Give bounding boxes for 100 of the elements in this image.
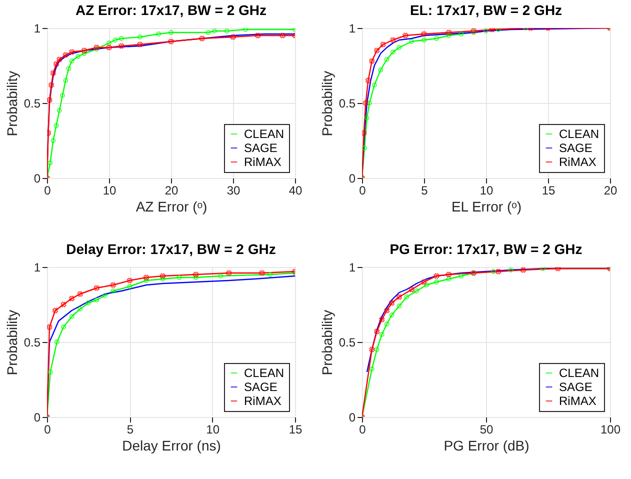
point (388, 300, 395, 306)
point (424, 282, 429, 288)
point (94, 285, 100, 291)
point (168, 30, 174, 35)
point (118, 43, 124, 49)
point (242, 28, 248, 32)
point (422, 38, 426, 42)
x-tick-label: 50 (480, 422, 494, 436)
point (78, 306, 83, 312)
y-tick-label: 0.5 (24, 96, 41, 110)
point (63, 78, 68, 83)
x-axis-title: AZ Error (ᵒ) (136, 198, 208, 214)
x-tick-label: 15 (542, 184, 556, 198)
point (362, 146, 367, 150)
point (48, 82, 54, 88)
point (192, 272, 199, 278)
point (118, 36, 124, 41)
legend-label: CLEAN (244, 127, 284, 141)
point (259, 270, 265, 276)
point (380, 42, 386, 48)
y-tick-label: 0.5 (338, 96, 356, 110)
point (160, 273, 166, 279)
x-tick-label: 10 (206, 422, 220, 436)
point (193, 275, 198, 280)
point (421, 279, 427, 285)
point (218, 274, 224, 278)
point (408, 286, 414, 292)
point (47, 97, 52, 103)
y-tick-label: 0.5 (338, 336, 356, 350)
point (434, 273, 440, 279)
y-axis-title: Probability (4, 70, 20, 136)
point (48, 370, 53, 374)
point (137, 42, 143, 48)
point (396, 294, 402, 300)
point (396, 45, 402, 50)
point (254, 32, 261, 38)
legend-label: SAGE (559, 141, 592, 155)
point (268, 272, 273, 277)
point (102, 293, 108, 298)
point (53, 61, 60, 67)
y-tick-label: 0 (34, 172, 41, 186)
point (168, 38, 174, 44)
point (362, 130, 367, 136)
legend-label: CLEAN (559, 366, 600, 380)
point (144, 278, 149, 283)
x-tick-label: 0 (359, 422, 366, 436)
point (94, 46, 100, 52)
legend-label: RiMAX (244, 394, 282, 408)
point (199, 36, 205, 42)
point (446, 272, 452, 278)
point (52, 308, 58, 314)
point (421, 31, 427, 37)
y-axis-title: Probability (318, 310, 335, 376)
point (66, 66, 72, 71)
point (396, 304, 402, 308)
x-tick-label: 5 (421, 184, 428, 198)
x-tick-label: 40 (288, 184, 302, 198)
x-tick-label: 5 (126, 422, 134, 436)
legend-label: SAGE (559, 380, 592, 394)
point (76, 54, 80, 59)
point (484, 28, 488, 34)
x-tick-label: 0 (359, 184, 366, 198)
point (126, 278, 132, 284)
point (458, 274, 464, 278)
x-tick-label: 10 (102, 184, 116, 198)
point (50, 70, 56, 76)
point (47, 324, 52, 330)
y-tick-label: 1 (34, 22, 41, 36)
point (384, 308, 390, 314)
legend-label: SAGE (244, 141, 278, 155)
x-tick-label: 10 (480, 184, 494, 198)
point (160, 276, 166, 282)
y-tick-label: 1 (34, 260, 41, 274)
point (409, 39, 414, 44)
point (127, 284, 132, 289)
x-tick-label: 20 (604, 184, 618, 198)
point (56, 56, 62, 62)
point (110, 288, 116, 294)
point (280, 32, 286, 38)
chart-title: PG Error: 17x17, BW = 2 GHz (390, 241, 582, 257)
point (54, 340, 60, 344)
y-tick-label: 1 (348, 260, 356, 274)
x-tick-label: 15 (288, 422, 302, 436)
point (54, 123, 59, 128)
legend-label: RiMAX (244, 155, 282, 169)
point (365, 78, 372, 84)
point (369, 346, 375, 352)
point (379, 316, 385, 322)
point (384, 322, 390, 326)
point (47, 130, 52, 136)
point (81, 48, 88, 54)
point (402, 32, 408, 38)
point (112, 38, 118, 42)
point (520, 267, 526, 273)
point (362, 100, 369, 106)
point (490, 269, 496, 274)
legend-label: CLEAN (244, 366, 284, 380)
point (176, 275, 182, 280)
x-tick-label: 100 (600, 422, 621, 436)
point (379, 332, 384, 337)
